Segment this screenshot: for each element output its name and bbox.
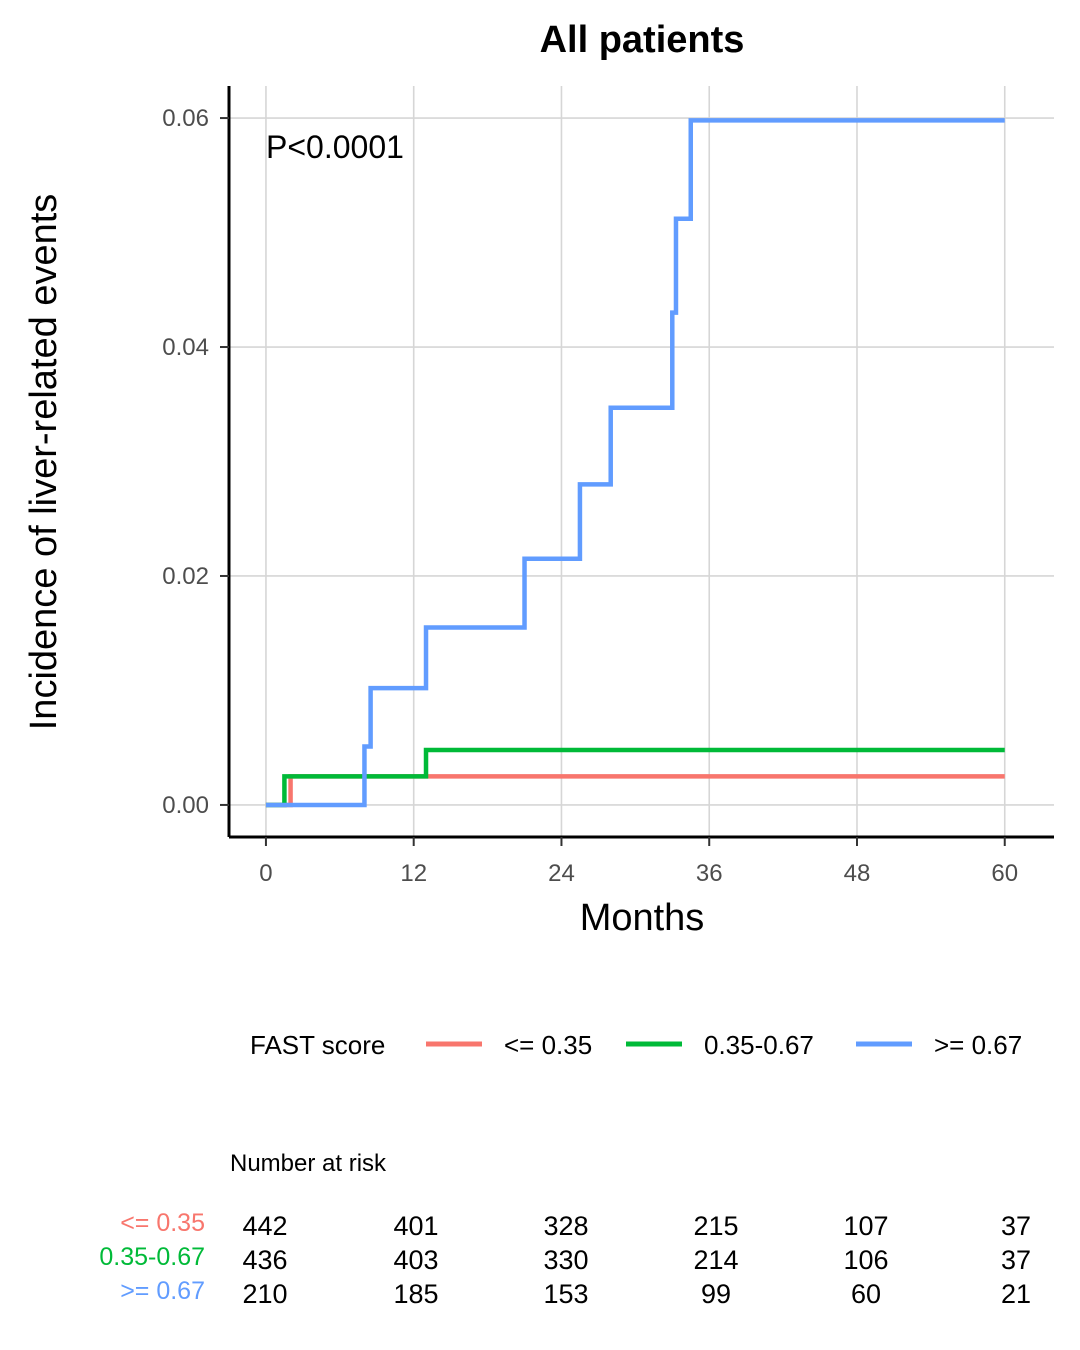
x-tick-label: 12 — [400, 860, 427, 887]
risk-cell: 442 — [242, 1211, 287, 1241]
axes: 0 12 24 36 48 60 0.00 0.02 0.04 0.06 — [162, 86, 1054, 887]
risk-cell: 37 — [1001, 1211, 1031, 1241]
legend: FAST score <= 0.35 0.35-0.67 >= 0.67 — [250, 1030, 1022, 1060]
risk-row-label-0: <= 0.35 — [120, 1209, 205, 1237]
risk-table-title: Number at risk — [230, 1150, 387, 1177]
series-line-2 — [265, 118, 1005, 808]
p-value-annotation: P<0.0001 — [266, 129, 404, 165]
risk-cell: 214 — [693, 1245, 738, 1275]
risk-cell: 215 — [693, 1211, 738, 1241]
risk-cell: 107 — [843, 1211, 888, 1241]
series-line-0 — [265, 774, 1005, 808]
x-tick-label: 36 — [696, 860, 723, 887]
risk-table: Number at risk <= 0.35 442 401 328 215 107 37 0.… — [99, 1150, 1031, 1309]
risk-cell: 99 — [701, 1279, 731, 1309]
series-lines — [265, 118, 1005, 808]
grid — [229, 86, 1054, 837]
risk-cell: 210 — [242, 1279, 287, 1309]
y-axis-title: Incidence of liver-related events — [23, 194, 65, 731]
y-tick-label: 0.04 — [162, 334, 209, 361]
risk-cell: 436 — [242, 1245, 287, 1275]
risk-cell: 401 — [393, 1211, 438, 1241]
x-tick-label: 0 — [259, 860, 272, 887]
x-tick-label: 24 — [548, 860, 575, 887]
y-tick-label: 0.06 — [162, 105, 209, 132]
x-tick-label: 48 — [844, 860, 871, 887]
risk-cell: 185 — [393, 1279, 438, 1309]
legend-label-1: 0.35-0.67 — [704, 1030, 814, 1060]
legend-title: FAST score — [250, 1030, 385, 1060]
risk-cell: 21 — [1001, 1279, 1031, 1309]
y-tick-label: 0.02 — [162, 563, 209, 590]
y-tick-label: 0.00 — [162, 792, 209, 819]
risk-cell: 153 — [543, 1279, 588, 1309]
risk-cell: 37 — [1001, 1245, 1031, 1275]
risk-cell: 328 — [543, 1211, 588, 1241]
risk-cell: 60 — [851, 1279, 881, 1309]
risk-row-label-1: 0.35-0.67 — [99, 1243, 205, 1271]
legend-label-2: >= 0.67 — [934, 1030, 1022, 1060]
x-axis-title: Months — [580, 897, 705, 939]
legend-label-0: <= 0.35 — [504, 1030, 592, 1060]
chart-title: All patients — [540, 19, 745, 61]
x-tick-label: 60 — [991, 860, 1018, 887]
risk-cell: 330 — [543, 1245, 588, 1275]
risk-cell: 106 — [843, 1245, 888, 1275]
risk-cell: 403 — [393, 1245, 438, 1275]
risk-row-label-2: >= 0.67 — [120, 1277, 205, 1305]
